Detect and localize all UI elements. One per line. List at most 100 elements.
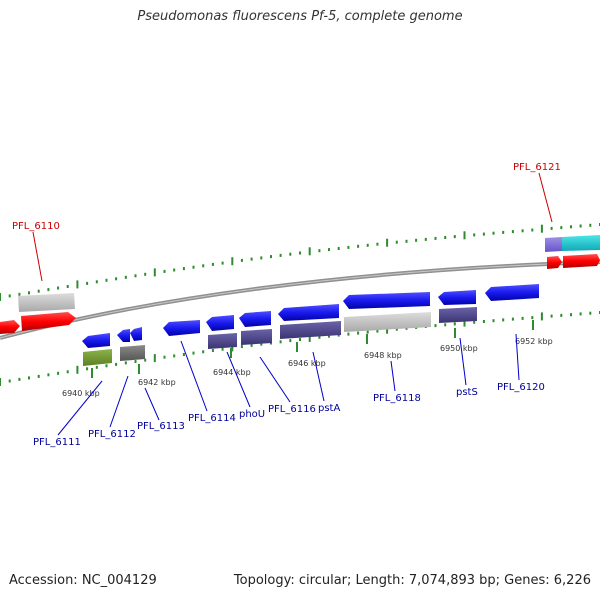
track-dot <box>260 256 263 260</box>
track-dot <box>231 343 234 352</box>
gene-label-pfl-6110: PFL_6110 <box>12 221 60 232</box>
gene-psta <box>278 304 339 321</box>
track-dot <box>424 237 427 241</box>
kbp-ruler: 6940 kbp 6942 kbp 6944 kbp 6946 kbp 6948… <box>62 320 553 398</box>
track-dot <box>28 291 30 295</box>
reverse-strand-genes <box>82 284 539 348</box>
feature-purple-1 <box>208 333 237 349</box>
gene-pfl-6112b <box>130 327 142 341</box>
gene-pfl-6111 <box>82 333 110 348</box>
track-dot <box>66 370 69 374</box>
gene-red-partial <box>0 320 20 334</box>
track-dot <box>270 255 272 259</box>
track-dot <box>182 267 185 271</box>
track-dot <box>492 319 495 323</box>
genome-stats-text: Topology: circular; Length: 7,074,893 bp… <box>233 573 591 588</box>
track-dot <box>0 293 1 301</box>
track-dot <box>221 347 224 351</box>
track-dot <box>192 265 195 269</box>
track-dot <box>211 349 214 352</box>
track-dot <box>473 233 476 237</box>
label-leaders-red <box>32 172 553 282</box>
track-dot <box>37 289 40 293</box>
feature-purple-3 <box>280 321 341 339</box>
feature-dark-grey <box>120 345 145 361</box>
track-dot <box>173 268 176 272</box>
track-dot <box>66 285 69 288</box>
track-dot <box>260 342 263 346</box>
inner-tick-track <box>0 311 600 386</box>
track-dot <box>434 324 437 328</box>
feature-purple-4 <box>439 307 477 323</box>
track-dot <box>192 351 195 355</box>
track-dot <box>540 224 543 233</box>
track-dot <box>366 330 369 334</box>
track-dot <box>560 313 563 317</box>
gene-label: PFL_6116 <box>268 404 316 415</box>
track-dot <box>434 236 437 240</box>
track-dot <box>386 238 389 247</box>
gene-label: PFL_6114 <box>188 413 236 424</box>
track-dot <box>395 327 398 331</box>
track-dot <box>115 277 118 281</box>
track-dot <box>357 331 360 335</box>
track-dot <box>279 253 282 257</box>
track-dot <box>511 230 514 234</box>
feature-purple-2 <box>241 329 272 345</box>
track-dot <box>86 281 89 285</box>
track-dot <box>153 354 156 363</box>
track-dot <box>134 274 137 278</box>
track-dot <box>482 232 485 236</box>
track-dot <box>95 365 98 369</box>
track-dot <box>18 292 21 296</box>
track-dot <box>415 238 418 242</box>
track-dot <box>18 377 21 381</box>
accession-text: Accession: NC_004129 <box>9 573 157 588</box>
track-dot <box>318 335 321 339</box>
track-dot <box>0 378 1 386</box>
label-leaders <box>57 333 520 436</box>
track-dot <box>182 353 185 356</box>
track-dot <box>521 316 524 320</box>
gene-labels-below: PFL_6111 PFL_6112 PFL_6113 PFL_6114 phoU… <box>33 382 545 448</box>
gene-red-small <box>547 256 562 269</box>
tick-label: 6940 kbp <box>62 389 100 398</box>
track-dot <box>134 360 137 363</box>
gene-label: PFL_6113 <box>137 421 185 432</box>
track-dot <box>105 364 108 368</box>
feature-grey-long <box>344 312 431 332</box>
gene-label: phoU <box>239 409 265 420</box>
tick-label: 6952 kbp <box>515 337 553 346</box>
gene-label: PFL_6111 <box>33 437 81 448</box>
track-dot <box>250 343 253 347</box>
tick-label: 6942 kbp <box>138 378 176 387</box>
track-dot <box>221 261 224 265</box>
track-dot <box>47 373 50 377</box>
track-dot <box>28 376 30 380</box>
track-dot <box>144 358 147 362</box>
track-dot <box>453 235 456 239</box>
track-dot <box>463 231 466 240</box>
outer-tick-track <box>0 223 600 301</box>
track-dot <box>589 223 592 227</box>
track-dot <box>328 334 330 338</box>
track-dot <box>240 258 243 262</box>
track-dot <box>173 354 176 358</box>
track-dot <box>163 355 166 359</box>
track-dot <box>153 268 156 277</box>
track-dot <box>144 272 147 276</box>
track-dot <box>337 247 340 250</box>
tick-label: 6948 kbp <box>364 351 402 360</box>
gene-label: pstS <box>456 387 478 398</box>
tick-label: 6946 kbp <box>288 359 326 368</box>
gene-red-right <box>563 254 600 268</box>
track-dot <box>57 286 60 290</box>
reverse-strand-features <box>83 307 477 366</box>
track-dot <box>47 288 50 292</box>
track-dot <box>76 365 79 374</box>
track-dot <box>386 325 389 334</box>
track-dot <box>540 312 543 321</box>
track-dot <box>347 332 350 336</box>
track-dot <box>8 379 11 383</box>
